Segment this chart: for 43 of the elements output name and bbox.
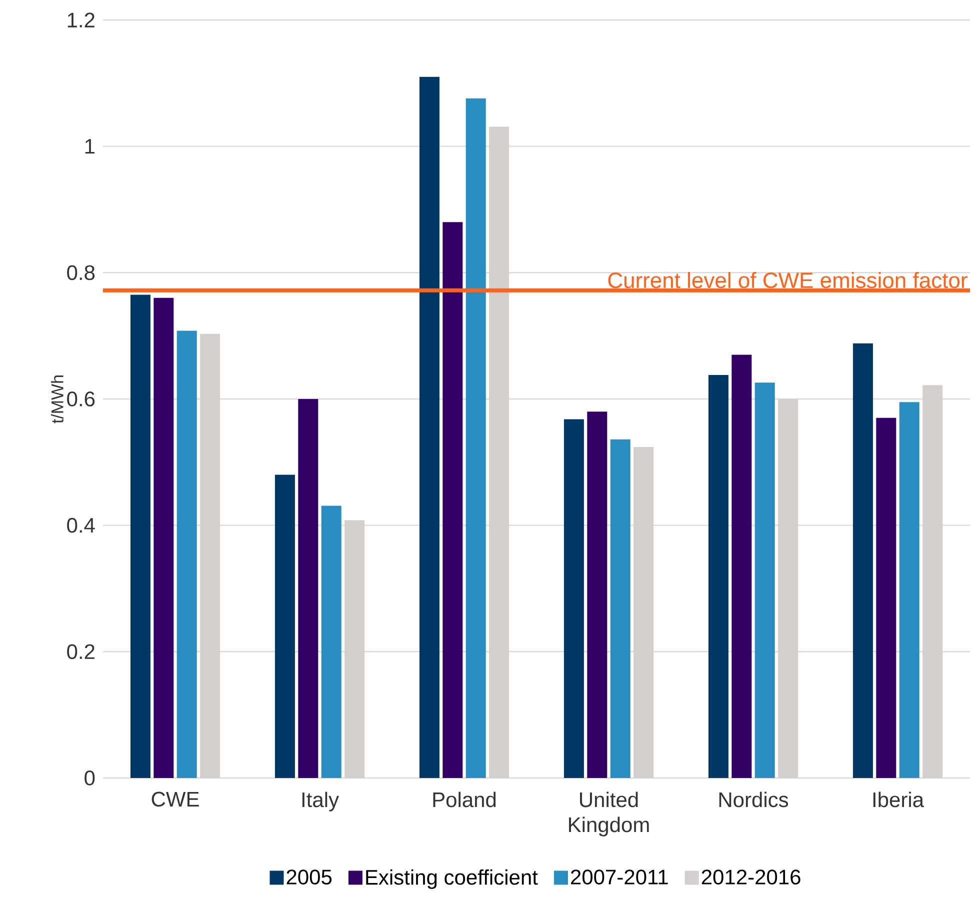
bar xyxy=(754,382,775,778)
bar xyxy=(321,506,342,778)
y-tick-label: 0.8 xyxy=(67,265,95,280)
bar xyxy=(922,385,943,778)
bar xyxy=(708,374,728,778)
bar xyxy=(200,334,220,778)
bar xyxy=(634,446,654,778)
bar xyxy=(466,98,486,778)
x-tick-label: Nordics xyxy=(719,792,788,808)
x-tick-label: United Kingdom xyxy=(569,792,649,836)
x-tick-label: Italy xyxy=(302,792,339,812)
bar xyxy=(876,418,896,778)
y-tick-label: 0 xyxy=(84,770,95,786)
legend-label: 2007-2011 xyxy=(571,870,668,885)
bar xyxy=(154,298,174,778)
y-tick-label: 0.4 xyxy=(67,518,95,533)
bar xyxy=(419,76,440,778)
x-tick-label: Iberia xyxy=(873,792,924,808)
bar xyxy=(899,402,920,778)
ref-line-label: Current level of CWE emission factor xyxy=(608,272,968,288)
bar xyxy=(130,294,150,778)
bar xyxy=(564,419,584,778)
bar xyxy=(587,412,608,778)
y-tick-label: 1 xyxy=(85,139,94,154)
y-tick-label: 0.2 xyxy=(67,644,94,660)
bar xyxy=(176,330,197,778)
bar xyxy=(610,439,630,778)
y-axis-title: t/MWh xyxy=(50,376,64,424)
x-tick-label: Poland xyxy=(433,792,496,808)
bar xyxy=(852,343,873,778)
bar xyxy=(489,126,510,778)
legend-label: 2005 xyxy=(286,870,332,885)
bar xyxy=(344,520,365,778)
bar xyxy=(298,398,318,778)
y-tick-label: 1.2 xyxy=(68,12,94,28)
legend-label: 2012-2016 xyxy=(702,870,800,885)
bar xyxy=(778,398,798,778)
x-tick-label: CWE xyxy=(152,792,199,807)
bar xyxy=(732,354,752,778)
bar xyxy=(274,474,295,778)
y-tick-label: 0.6 xyxy=(67,392,95,406)
bar xyxy=(442,222,463,778)
legend-label: Existing coefficient xyxy=(366,869,538,889)
